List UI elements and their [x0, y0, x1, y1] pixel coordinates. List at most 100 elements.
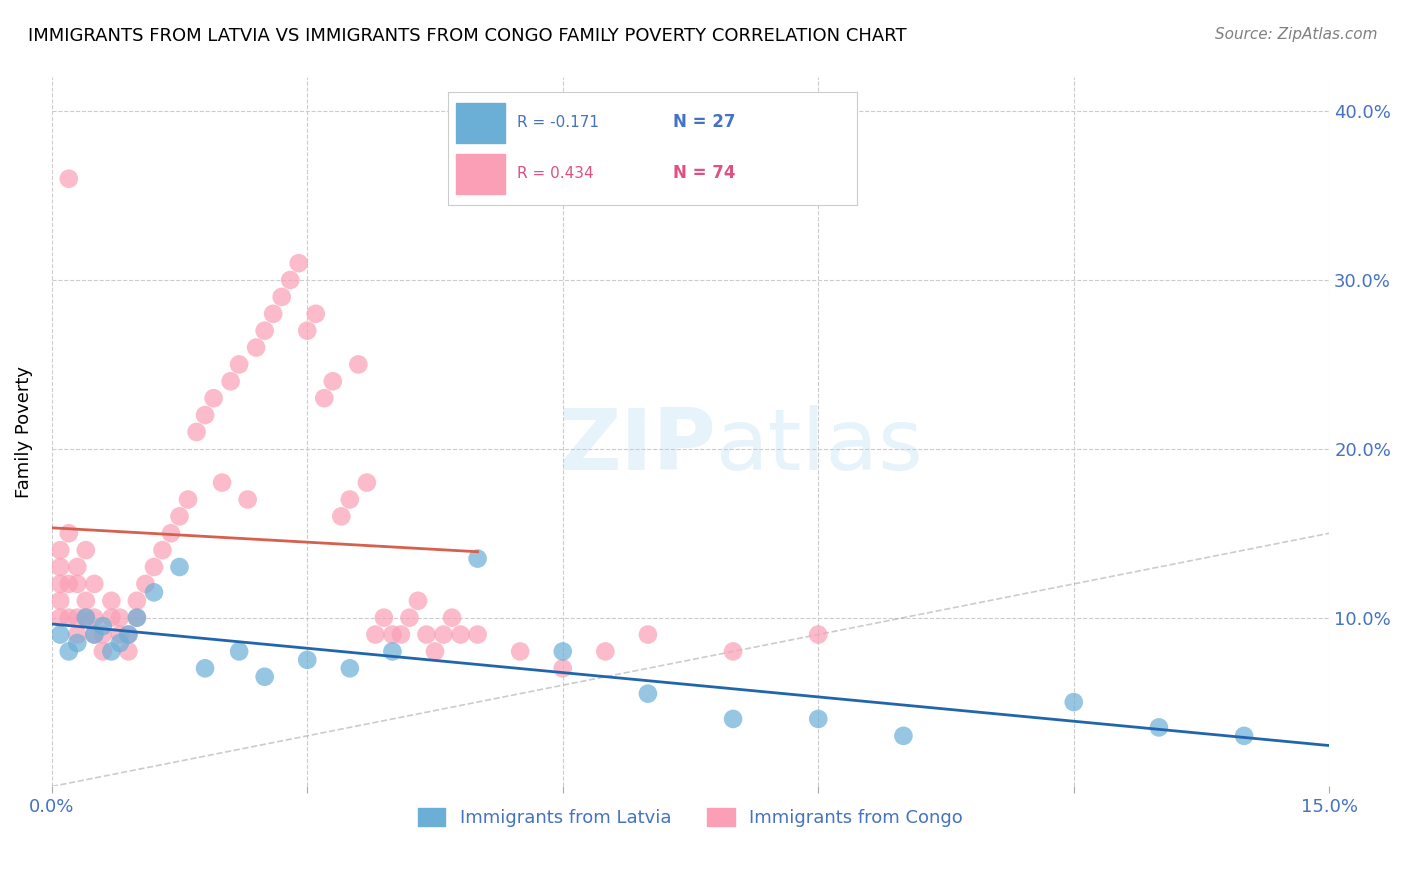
Point	[91, 619, 114, 633]
Point	[58, 610, 80, 624]
Point	[339, 661, 361, 675]
Point	[721, 712, 744, 726]
Point	[432, 627, 454, 641]
Point	[893, 729, 915, 743]
Point	[1233, 729, 1256, 743]
Point	[100, 610, 122, 624]
Point	[807, 712, 830, 726]
Point	[509, 644, 531, 658]
Point	[551, 661, 574, 675]
Point	[169, 509, 191, 524]
Point	[228, 644, 250, 658]
Text: ZIP: ZIP	[558, 405, 716, 488]
Point	[49, 577, 72, 591]
Point	[58, 526, 80, 541]
Point	[49, 560, 72, 574]
Point	[270, 290, 292, 304]
Point	[66, 577, 89, 591]
Point	[83, 627, 105, 641]
Point	[160, 526, 183, 541]
Point	[134, 577, 156, 591]
Point	[66, 627, 89, 641]
Point	[211, 475, 233, 490]
Point	[637, 627, 659, 641]
Point	[347, 358, 370, 372]
Point	[441, 610, 464, 624]
Point	[117, 627, 139, 641]
Legend: Immigrants from Latvia, Immigrants from Congo: Immigrants from Latvia, Immigrants from …	[411, 800, 970, 834]
Point	[595, 644, 617, 658]
Point	[314, 391, 336, 405]
Point	[194, 661, 217, 675]
Point	[450, 627, 472, 641]
Point	[381, 627, 404, 641]
Point	[125, 610, 148, 624]
Point	[721, 644, 744, 658]
Point	[152, 543, 174, 558]
Point	[253, 670, 276, 684]
Point	[1147, 720, 1170, 734]
Point	[49, 594, 72, 608]
Point	[91, 644, 114, 658]
Point	[186, 425, 208, 439]
Point	[322, 374, 344, 388]
Point	[177, 492, 200, 507]
Point	[58, 171, 80, 186]
Point	[423, 644, 446, 658]
Point	[83, 577, 105, 591]
Point	[637, 687, 659, 701]
Point	[297, 324, 319, 338]
Point	[75, 594, 97, 608]
Text: atlas: atlas	[716, 405, 924, 488]
Point	[58, 644, 80, 658]
Point	[75, 610, 97, 624]
Point	[330, 509, 353, 524]
Point	[364, 627, 387, 641]
Point	[49, 543, 72, 558]
Point	[58, 577, 80, 591]
Point	[398, 610, 420, 624]
Point	[807, 627, 830, 641]
Point	[356, 475, 378, 490]
Point	[49, 627, 72, 641]
Point	[194, 408, 217, 422]
Point	[228, 358, 250, 372]
Text: IMMIGRANTS FROM LATVIA VS IMMIGRANTS FROM CONGO FAMILY POVERTY CORRELATION CHART: IMMIGRANTS FROM LATVIA VS IMMIGRANTS FRO…	[28, 27, 907, 45]
Point	[1063, 695, 1085, 709]
Point	[142, 560, 165, 574]
Point	[253, 324, 276, 338]
Point	[262, 307, 284, 321]
Point	[245, 341, 267, 355]
Point	[305, 307, 328, 321]
Point	[49, 610, 72, 624]
Text: Source: ZipAtlas.com: Source: ZipAtlas.com	[1215, 27, 1378, 42]
Point	[278, 273, 301, 287]
Point	[91, 627, 114, 641]
Point	[236, 492, 259, 507]
Point	[389, 627, 412, 641]
Point	[75, 610, 97, 624]
Point	[108, 627, 131, 641]
Point	[381, 644, 404, 658]
Point	[83, 627, 105, 641]
Point	[66, 560, 89, 574]
Point	[219, 374, 242, 388]
Point	[100, 644, 122, 658]
Point	[142, 585, 165, 599]
Point	[66, 610, 89, 624]
Point	[202, 391, 225, 405]
Point	[467, 627, 489, 641]
Point	[169, 560, 191, 574]
Point	[297, 653, 319, 667]
Point	[125, 610, 148, 624]
Point	[406, 594, 429, 608]
Point	[551, 644, 574, 658]
Point	[75, 543, 97, 558]
Point	[373, 610, 395, 624]
Point	[467, 551, 489, 566]
Point	[108, 610, 131, 624]
Point	[339, 492, 361, 507]
Point	[117, 627, 139, 641]
Point	[108, 636, 131, 650]
Y-axis label: Family Poverty: Family Poverty	[15, 366, 32, 498]
